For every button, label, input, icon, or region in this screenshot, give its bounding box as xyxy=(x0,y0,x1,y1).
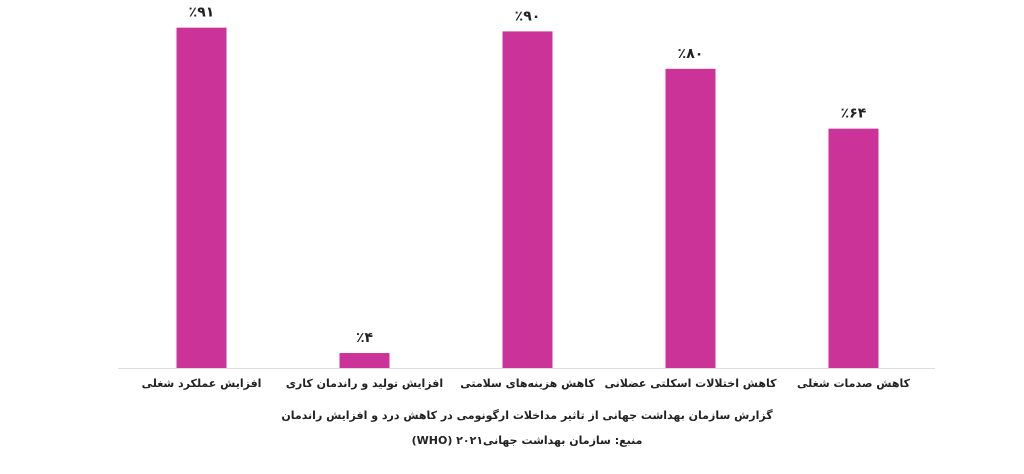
bar xyxy=(339,353,390,368)
bar xyxy=(665,68,716,369)
chart-subtitle: منبع: سازمان بهداشت جهانی۲۰۲۱ (WHO) xyxy=(412,434,643,447)
value-label: ٪۸۰ xyxy=(678,46,704,62)
x-tick-label: افزایش تولید و راندمان کاری xyxy=(286,377,443,390)
value-label: ٪۹۱ xyxy=(189,5,215,21)
value-label: ٪۶۴ xyxy=(841,106,867,122)
x-tick-label: کاهش اختلالات اسکلتی عضلانی xyxy=(604,377,777,390)
value-label: ٪۴ xyxy=(356,330,374,346)
bar xyxy=(502,31,553,369)
x-tick-label: افزایش عملکرد شغلی xyxy=(142,377,262,390)
chart-title: گزارش سازمان بهداشت جهانی از تاثیر مداخل… xyxy=(281,409,773,422)
bar xyxy=(828,128,879,368)
value-label: ٪۹۰ xyxy=(515,8,541,24)
x-tick-label: کاهش صدمات شغلی xyxy=(797,377,911,390)
bar xyxy=(176,27,227,368)
x-tick-label: کاهش هزینه‌های سلامتی xyxy=(460,377,595,390)
